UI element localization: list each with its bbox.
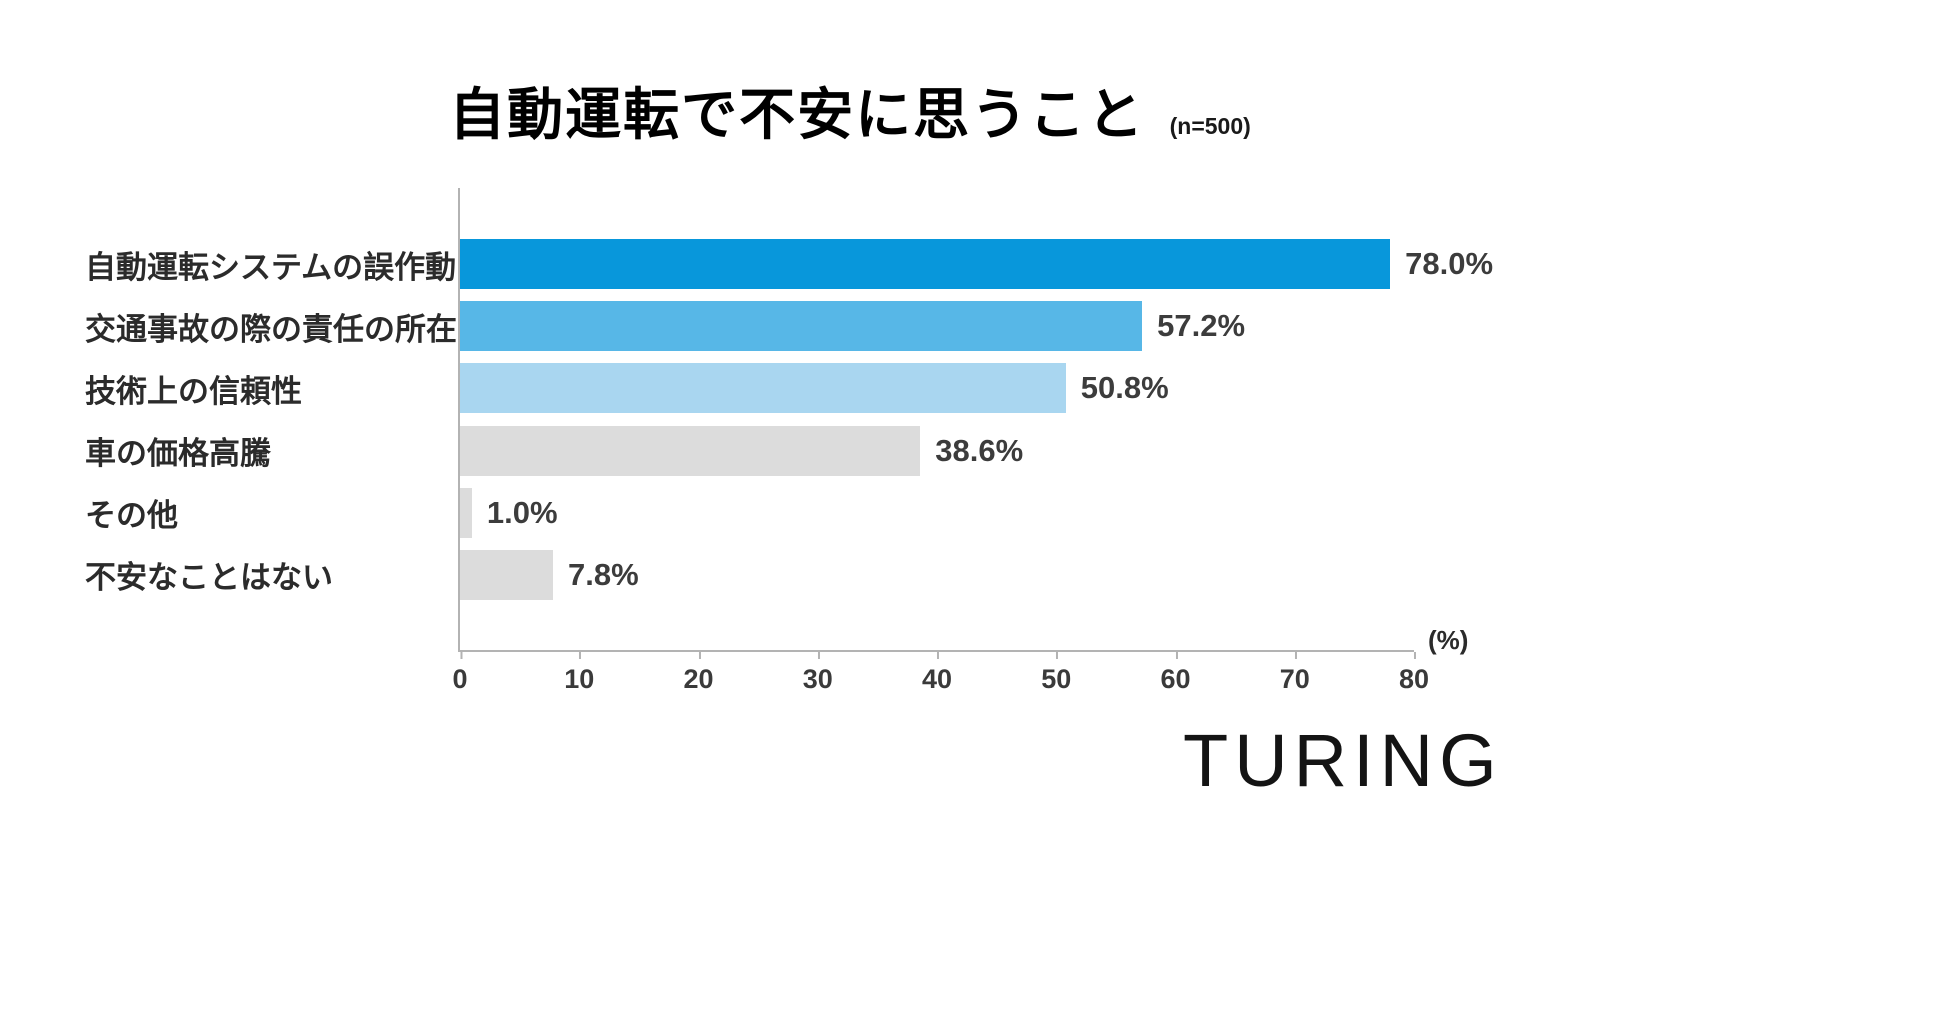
x-tick-label: 0 bbox=[452, 652, 468, 694]
x-tick-label: 50 bbox=[1041, 652, 1072, 694]
chart-header: 自動運転で不安に思うこと (n=500) bbox=[0, 70, 1700, 151]
value-label: 78.0% bbox=[1405, 246, 1494, 281]
bar-row: その他 1.0% bbox=[85, 487, 1645, 538]
bar-track: 7.8% bbox=[460, 549, 1414, 600]
bar bbox=[460, 487, 472, 538]
bar-rows: 自動運転システムの誤作動 78.0% 交通事故の際の責任の所在 57.2% 技術上の信頼… bbox=[85, 239, 1645, 600]
value-label: 1.0% bbox=[486, 494, 558, 530]
category-label: 自動運転システムの誤作動 bbox=[85, 249, 457, 285]
category-label: 交通事故の際の責任の所在 bbox=[85, 311, 457, 347]
bar-track: 38.6% bbox=[460, 425, 1414, 476]
bar bbox=[460, 301, 1143, 352]
value-label: 57.2% bbox=[1157, 308, 1246, 344]
chart-title: 自動運転で不安に思うこと bbox=[449, 83, 1146, 146]
x-axis-ticks: 0 10 20 30 40 50 60 70 80 bbox=[452, 652, 1429, 694]
category-label: 技術上の信頼性 bbox=[85, 373, 302, 409]
value-label: 38.6% bbox=[935, 432, 1024, 468]
bar bbox=[460, 425, 921, 476]
category-label: 不安なことはない bbox=[85, 560, 333, 596]
bar-track: 78.0% bbox=[460, 239, 1493, 289]
turing-logo: TURING bbox=[1183, 719, 1503, 802]
bar-row: 自動運転システムの誤作動 78.0% bbox=[85, 239, 1645, 289]
category-label: その他 bbox=[85, 498, 178, 534]
x-axis-line bbox=[458, 650, 1414, 652]
x-tick-label: 80 bbox=[1398, 652, 1430, 694]
bar-track: 50.8% bbox=[460, 363, 1414, 414]
value-label: 50.8% bbox=[1080, 370, 1169, 406]
value-label: 7.8% bbox=[568, 556, 639, 592]
bar-row: 不安なことはない 7.8% bbox=[85, 549, 1645, 600]
x-tick-label: 70 bbox=[1279, 652, 1310, 694]
bar-row: 交通事故の際の責任の所在 57.2% bbox=[85, 301, 1645, 352]
bar bbox=[460, 363, 1066, 414]
x-tick-label: 40 bbox=[921, 652, 953, 694]
x-tick-label: 20 bbox=[683, 652, 714, 694]
bar-track: 57.2% bbox=[460, 301, 1414, 352]
bar bbox=[460, 239, 1391, 289]
x-tick-label: 60 bbox=[1160, 652, 1191, 694]
bar-track: 1.0% bbox=[460, 487, 1414, 538]
bar-chart: 自動運転システムの誤作動 78.0% 交通事故の際の責任の所在 57.2% 技術上の信頼… bbox=[85, 188, 1685, 728]
y-axis-line bbox=[458, 188, 460, 652]
x-axis-unit-label: (%) bbox=[1428, 625, 1469, 655]
bar-row: 車の価格高騰 38.6% bbox=[85, 425, 1645, 476]
sample-size-note: (n=500) bbox=[1169, 113, 1251, 139]
bar-row: 技術上の信頼性 50.8% bbox=[85, 363, 1645, 414]
x-tick-label: 30 bbox=[802, 652, 833, 694]
bar bbox=[460, 549, 553, 600]
x-tick-label: 10 bbox=[564, 652, 595, 694]
category-label: 車の価格高騰 bbox=[85, 436, 271, 472]
